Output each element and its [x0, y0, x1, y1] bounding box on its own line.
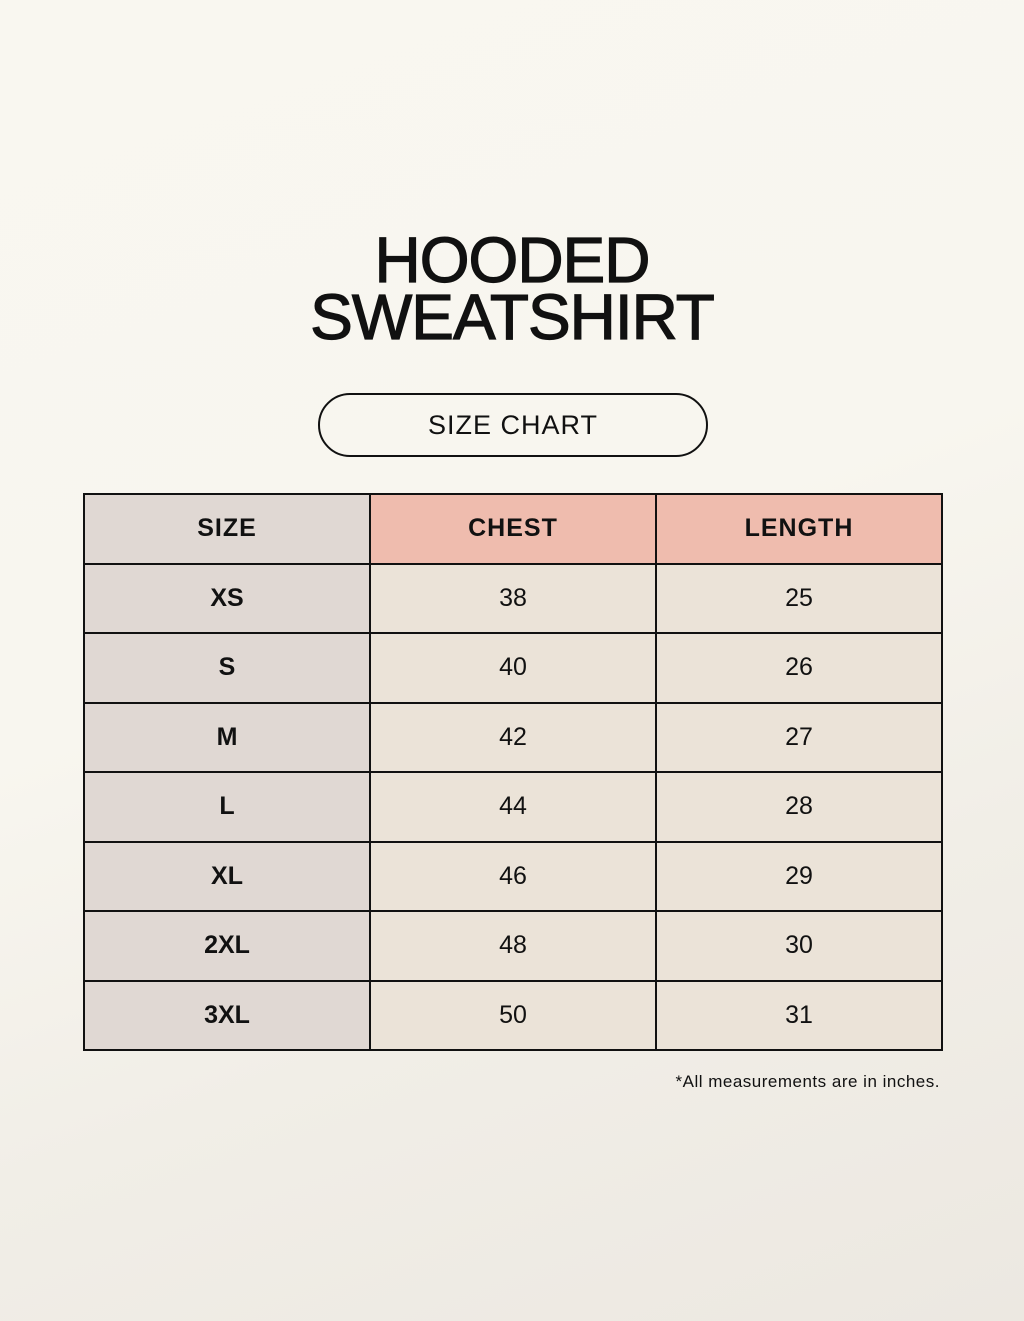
length-cell: 29: [655, 840, 943, 912]
length-cell: 30: [655, 910, 943, 982]
table-row: M 42 27: [83, 701, 943, 773]
length-cell: 26: [655, 632, 943, 704]
table-row: 3XL 50 31: [83, 979, 943, 1051]
chest-cell: 46: [369, 840, 657, 912]
length-cell: 27: [655, 701, 943, 773]
size-table: SIZE CHEST LENGTH XS 38 25 S 40 26 M 42 27 L 44 28 X…: [83, 493, 943, 1051]
chest-cell: 44: [369, 771, 657, 843]
table-row: L 44 28: [83, 771, 943, 843]
chest-cell: 48: [369, 910, 657, 982]
chest-cell: 50: [369, 979, 657, 1051]
length-cell: 31: [655, 979, 943, 1051]
chest-cell: 42: [369, 701, 657, 773]
title-line-2: SWEATSHIRT: [310, 281, 716, 353]
size-cell: 3XL: [83, 979, 371, 1051]
chest-cell: 40: [369, 632, 657, 704]
header-size: SIZE: [83, 493, 371, 565]
size-cell: 2XL: [83, 910, 371, 982]
table-row: XS 38 25: [83, 562, 943, 634]
table-row: XL 46 29: [83, 840, 943, 912]
size-chart-label: SIZE CHART: [318, 393, 708, 457]
table-row: 2XL 48 30: [83, 910, 943, 982]
title-line-1: HOODED: [374, 224, 651, 296]
length-cell: 25: [655, 562, 943, 634]
footnote: *All measurements are in inches.: [675, 1072, 940, 1091]
size-cell: XL: [83, 840, 371, 912]
header-length: LENGTH: [655, 493, 943, 565]
chest-cell: 38: [369, 562, 657, 634]
table-header-row: SIZE CHEST LENGTH: [83, 493, 943, 565]
size-cell: M: [83, 701, 371, 773]
size-cell: L: [83, 771, 371, 843]
page-title: HOODED SWEATSHIRT: [0, 224, 1024, 353]
size-cell: XS: [83, 562, 371, 634]
header-chest: CHEST: [369, 493, 657, 565]
size-cell: S: [83, 632, 371, 704]
table-row: S 40 26: [83, 632, 943, 704]
length-cell: 28: [655, 771, 943, 843]
